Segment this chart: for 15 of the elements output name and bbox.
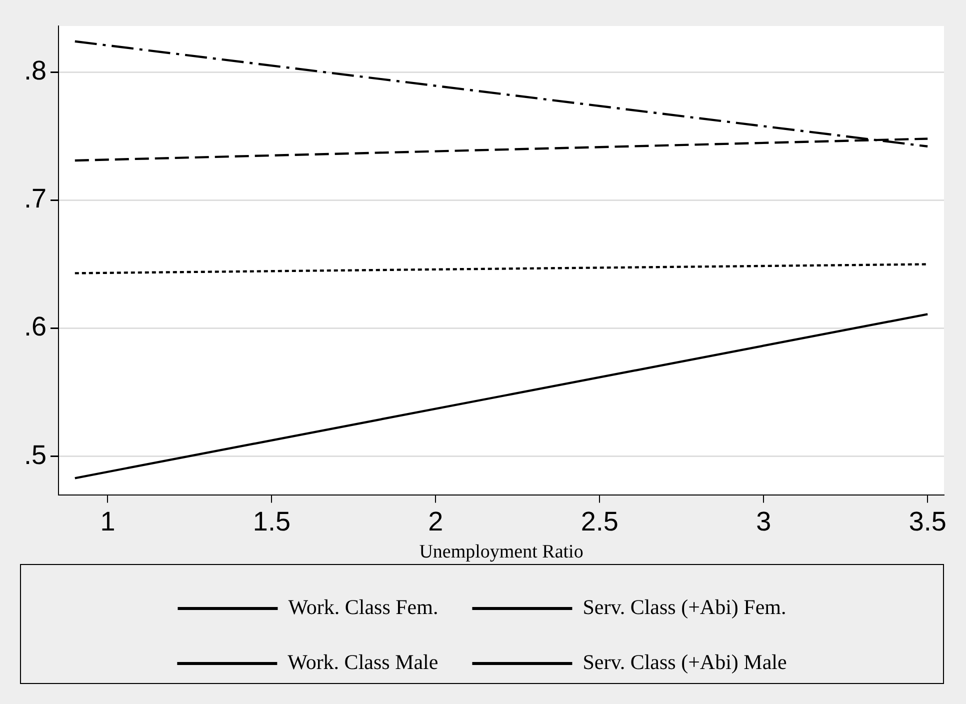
- x-tick-label: 1: [100, 506, 116, 536]
- y-tick-label: .6: [24, 312, 47, 342]
- x-tick-label: 3.5: [908, 506, 946, 536]
- x-tick-label: 3: [756, 506, 772, 536]
- x-tick-label: 2.5: [580, 506, 618, 536]
- x-axis-title: Unemployment Ratio: [419, 542, 584, 563]
- x-tick-label: 1.5: [252, 506, 290, 536]
- y-tick-label: .8: [24, 56, 47, 86]
- legend-label: Work. Class Fem.: [288, 595, 438, 620]
- legend-label: Serv. Class (+Abi) Male: [582, 650, 787, 674]
- x-tick-label: 2: [428, 506, 444, 536]
- legend-label: Work. Class Male: [288, 650, 438, 674]
- y-tick-label: .7: [24, 184, 47, 214]
- legend-label: Serv. Class (+Abi) Fem.: [582, 595, 786, 620]
- y-tick-label: .5: [24, 440, 47, 470]
